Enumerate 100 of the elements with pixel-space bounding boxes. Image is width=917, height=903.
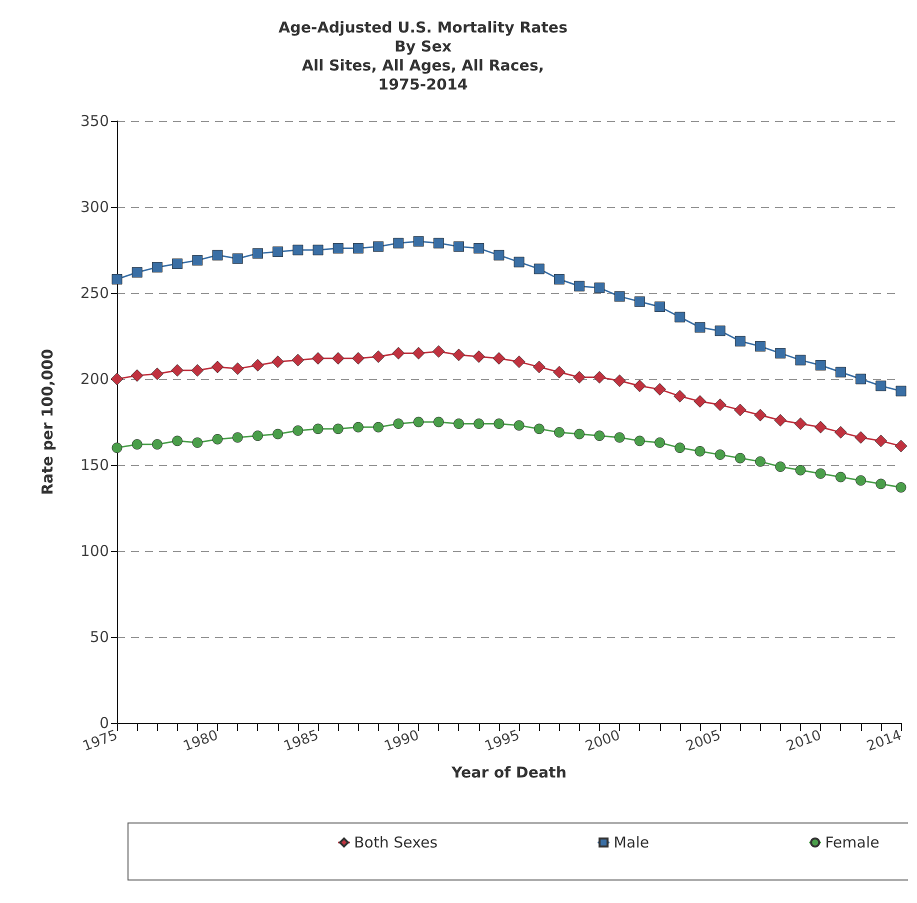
point [212, 434, 223, 444]
point [614, 432, 625, 443]
point [211, 360, 224, 374]
point [110, 372, 124, 386]
point [272, 428, 284, 440]
point [654, 437, 666, 448]
point [573, 371, 586, 384]
point [373, 241, 384, 252]
point [674, 390, 686, 402]
point [132, 439, 142, 450]
point [734, 452, 746, 464]
point [432, 345, 445, 358]
point [393, 418, 404, 429]
x-tick-label: 2005 [684, 727, 723, 755]
y-tick-label: 50 [90, 628, 109, 646]
x-tick-label: 2000 [583, 727, 622, 755]
point [492, 352, 506, 365]
point [594, 430, 605, 442]
point [472, 350, 486, 363]
point [232, 253, 243, 264]
point [212, 250, 223, 260]
point [150, 368, 164, 380]
point [835, 472, 846, 482]
point [554, 274, 565, 284]
point [413, 416, 424, 428]
point [312, 424, 324, 434]
point [775, 348, 786, 358]
point [272, 356, 284, 368]
point [392, 346, 405, 360]
point [714, 398, 726, 412]
point [514, 420, 524, 431]
point [453, 241, 464, 252]
point [554, 427, 565, 438]
point [192, 437, 203, 448]
point [251, 358, 264, 372]
y-tick-label: 150 [80, 456, 109, 474]
point [232, 432, 243, 443]
point [694, 446, 706, 456]
point [794, 417, 807, 430]
point [714, 449, 726, 460]
point [514, 256, 524, 268]
point [252, 248, 263, 259]
point [593, 371, 606, 384]
point [634, 296, 645, 307]
point [352, 352, 364, 365]
point [332, 352, 344, 365]
point [674, 442, 686, 454]
point [614, 291, 625, 302]
point [896, 482, 906, 493]
point [876, 380, 886, 392]
point [172, 436, 183, 446]
point [876, 478, 886, 490]
point [112, 274, 122, 284]
point [252, 430, 263, 442]
point [494, 418, 504, 429]
point [312, 244, 324, 256]
point [594, 282, 605, 294]
point [574, 428, 585, 440]
point [755, 456, 766, 467]
point [654, 383, 666, 396]
point [132, 267, 142, 278]
point [815, 360, 826, 370]
point [191, 364, 204, 377]
x-tick-label: 1995 [482, 727, 522, 755]
point [694, 395, 706, 408]
x-tick-label: 2010 [784, 727, 824, 755]
point [795, 464, 806, 476]
x-tick-label: 1985 [282, 727, 321, 755]
point [372, 350, 385, 363]
point [272, 246, 284, 257]
point [152, 262, 162, 272]
point [152, 439, 162, 450]
point [512, 356, 526, 368]
point [474, 243, 484, 254]
legend-label: Male [614, 834, 650, 852]
point [774, 414, 787, 427]
point [494, 250, 504, 260]
point [835, 366, 846, 378]
point [834, 426, 847, 439]
legend-label: Female [825, 834, 880, 852]
point [714, 326, 726, 336]
point [171, 364, 184, 377]
legend-label: Both Sexes [354, 834, 438, 852]
point [433, 416, 444, 428]
point [755, 341, 766, 352]
point [734, 336, 746, 346]
point [532, 360, 546, 374]
point [172, 258, 183, 270]
point [231, 362, 244, 375]
point [734, 404, 746, 416]
point [292, 425, 304, 436]
point [654, 302, 666, 312]
point [894, 440, 908, 452]
point [332, 243, 344, 254]
point [352, 243, 364, 254]
point [312, 352, 324, 365]
y-axis-title: Rate per 100,000 [38, 348, 56, 496]
point [433, 238, 444, 248]
point [553, 366, 566, 378]
point [634, 436, 645, 446]
